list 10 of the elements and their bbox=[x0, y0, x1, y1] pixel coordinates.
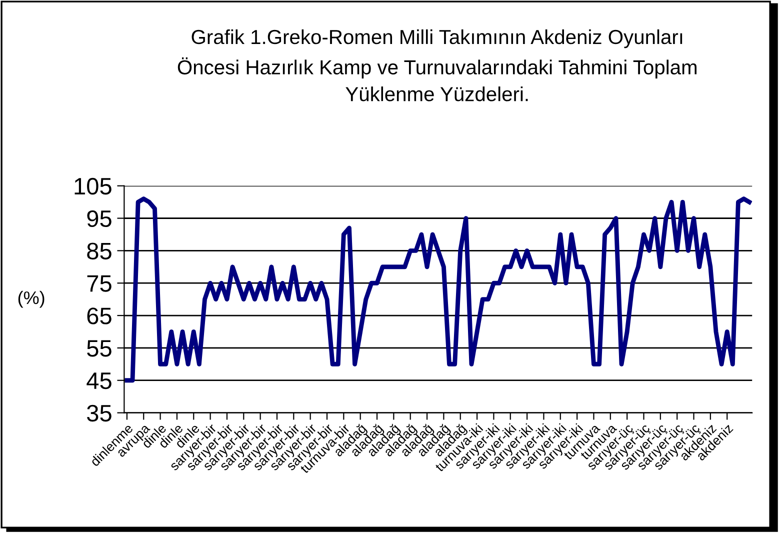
y-tick-label: 105 bbox=[74, 178, 112, 195]
y-tick-label: 65 bbox=[87, 308, 112, 324]
y-tick-label: 35 bbox=[87, 404, 112, 422]
y-tick-label: 95 bbox=[87, 210, 112, 228]
y-tick-label: 45 bbox=[86, 372, 112, 390]
chart-title: Grafik 1.Greko-Romen Milli Takımının Akdeniz Oyunları Öncesi Hazırlık Kamp ve Turnuvalarındaki Tahmini Toplam Yüklenme Yüzdeleri. bbox=[178, 29, 696, 102]
y-tick-label: 75 bbox=[87, 275, 112, 292]
y-axis-title: (%) bbox=[18, 290, 44, 308]
y-tick-label: 85 bbox=[87, 242, 112, 260]
y-tick-label: 55 bbox=[87, 340, 112, 357]
